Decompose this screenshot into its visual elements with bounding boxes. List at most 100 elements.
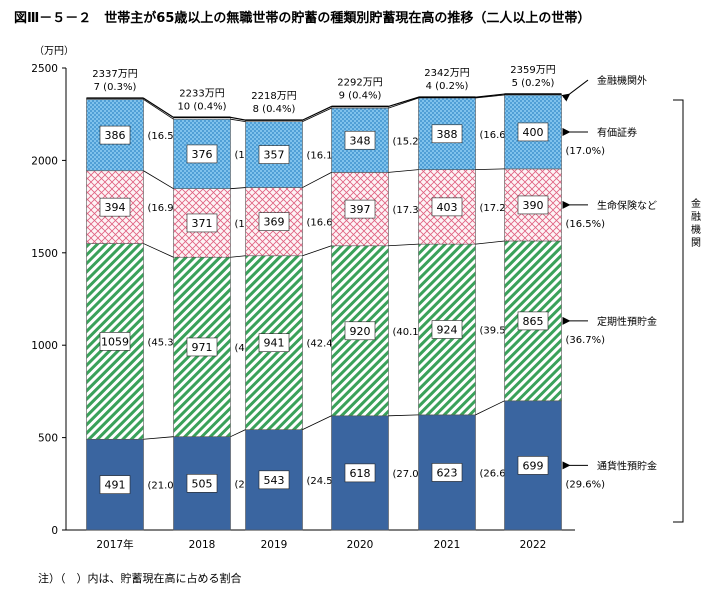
percent-label: (15.2%) — [393, 136, 433, 147]
data-label-box — [344, 463, 376, 483]
data-label: 920 — [350, 325, 371, 338]
data-label: 623 — [437, 466, 458, 479]
connector-line — [230, 187, 246, 190]
total-label: 2342万円 — [424, 68, 469, 79]
connector-line — [230, 255, 246, 258]
chart-title: 図Ⅲ－５－２ 世帯主が65歳以上の無職世帯の貯蓄の種類別貯蓄現在高の推移（二人以… — [14, 10, 590, 26]
connector-line — [302, 245, 332, 257]
total-label: 2292万円 — [337, 77, 382, 88]
total-connector-line — [230, 116, 246, 121]
outside-institution-label: 9 (0.4%) — [339, 90, 382, 101]
total-connector-line — [143, 97, 174, 118]
connector-line — [388, 97, 419, 109]
data-label: 941 — [264, 337, 285, 350]
connector-line — [302, 415, 332, 431]
data-label-box — [431, 320, 463, 339]
bracket-line — [673, 99, 684, 523]
data-label: 491 — [105, 479, 126, 492]
total-connector-line — [388, 96, 419, 108]
data-label-box — [344, 321, 376, 341]
data-label: 505 — [192, 477, 213, 490]
data-label-box — [517, 311, 549, 331]
legend-arrow — [561, 79, 589, 102]
data-label: 388 — [437, 128, 458, 141]
legend-label: 有価証券 — [597, 126, 637, 139]
data-label: 348 — [350, 134, 371, 147]
data-label: 924 — [437, 323, 458, 336]
legend-label: 金融機関外 — [597, 74, 647, 87]
connector-line — [230, 118, 246, 122]
connector-line — [388, 414, 419, 417]
connector-line — [143, 170, 174, 190]
connector-line — [475, 168, 505, 171]
data-label-box — [99, 125, 131, 145]
data-label-box — [258, 145, 290, 164]
percent-label: (17.3%) — [393, 205, 433, 216]
percent-label: (45.3%) — [148, 337, 188, 348]
data-label-box — [99, 197, 131, 217]
total-label: 2218万円 — [251, 91, 296, 102]
data-label-box — [186, 144, 218, 164]
data-label: 371 — [192, 217, 213, 230]
connector-line — [143, 243, 174, 258]
total-connector-line — [475, 93, 505, 98]
bracket-label: 金融機関 — [689, 197, 701, 250]
percent-label: (17.0%) — [566, 146, 606, 157]
data-label: 400 — [523, 126, 544, 139]
data-label: 397 — [350, 203, 371, 216]
data-label: 865 — [523, 315, 544, 328]
x-tick-label: 2018 — [189, 539, 216, 551]
legend-label: 通貨性預貯金 — [597, 459, 657, 472]
connector-line — [475, 400, 505, 416]
data-label-box — [431, 463, 463, 482]
percent-label: (16.5%) — [148, 131, 188, 142]
percent-label: (42.4%) — [307, 339, 347, 350]
connector-line — [143, 99, 174, 120]
legend-label: 定期性預貯金 — [597, 315, 657, 328]
data-label: 971 — [192, 341, 213, 354]
data-label: 394 — [105, 201, 126, 214]
data-label: 390 — [523, 199, 544, 212]
data-label: 543 — [264, 474, 285, 487]
total-connector-line — [302, 105, 332, 121]
data-label-box — [517, 456, 549, 475]
data-label: 618 — [350, 467, 371, 480]
connector-line — [143, 436, 174, 440]
connector-line — [475, 240, 505, 245]
legend-label: 生命保険など — [597, 199, 657, 212]
y-tick-label: 1000 — [31, 340, 58, 352]
y-tick-label: 0 — [51, 525, 58, 537]
percent-label: (36.7%) — [566, 335, 606, 346]
data-label-box — [431, 197, 463, 217]
percent-label: (27.0%) — [393, 469, 433, 480]
connector-line — [388, 169, 419, 173]
outside-institution-label: 10 (0.4%) — [177, 101, 226, 112]
y-tick-label: 2500 — [31, 63, 58, 75]
x-tick-label: 2020 — [347, 539, 374, 551]
percent-label: (21.0%) — [148, 481, 188, 492]
data-label-box — [186, 213, 218, 233]
data-label-box — [258, 212, 290, 231]
y-tick-label: 1500 — [31, 248, 58, 260]
percent-label: (16.6%) — [480, 130, 520, 141]
connector-line — [475, 94, 505, 99]
data-label-box — [517, 195, 549, 215]
data-label: 1059 — [101, 335, 129, 348]
data-label-box — [186, 474, 218, 493]
outside-institution-label: 7 (0.3%) — [94, 82, 137, 93]
y-tick-label: 2000 — [31, 155, 58, 167]
connector-line — [302, 172, 332, 188]
data-label-box — [517, 122, 549, 142]
outside-institution-label: 5 (0.2%) — [512, 78, 555, 89]
data-label: 376 — [192, 148, 213, 161]
data-label: 403 — [437, 201, 458, 214]
percent-label: (24.5%) — [307, 476, 347, 487]
data-label-box — [186, 337, 218, 357]
total-label: 2359万円 — [510, 65, 555, 76]
data-label: 369 — [264, 216, 285, 229]
data-label: 699 — [523, 459, 544, 472]
percent-label: (40.1%) — [393, 327, 433, 338]
percent-label: (26.6%) — [480, 468, 520, 479]
percent-label: (16.5%) — [566, 219, 606, 230]
